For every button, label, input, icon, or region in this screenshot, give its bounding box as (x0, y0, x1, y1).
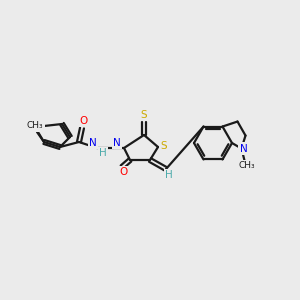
Text: H: H (165, 170, 173, 180)
Text: S: S (141, 110, 147, 120)
Text: CH₃: CH₃ (238, 161, 255, 170)
Text: N: N (89, 138, 97, 148)
Text: O: O (119, 167, 127, 177)
Text: O: O (27, 121, 35, 131)
Text: N: N (113, 138, 121, 148)
Text: S: S (161, 141, 167, 151)
Text: O: O (79, 116, 87, 126)
Text: CH₃: CH₃ (27, 122, 43, 130)
Text: H: H (99, 148, 107, 158)
Text: N: N (240, 143, 248, 154)
